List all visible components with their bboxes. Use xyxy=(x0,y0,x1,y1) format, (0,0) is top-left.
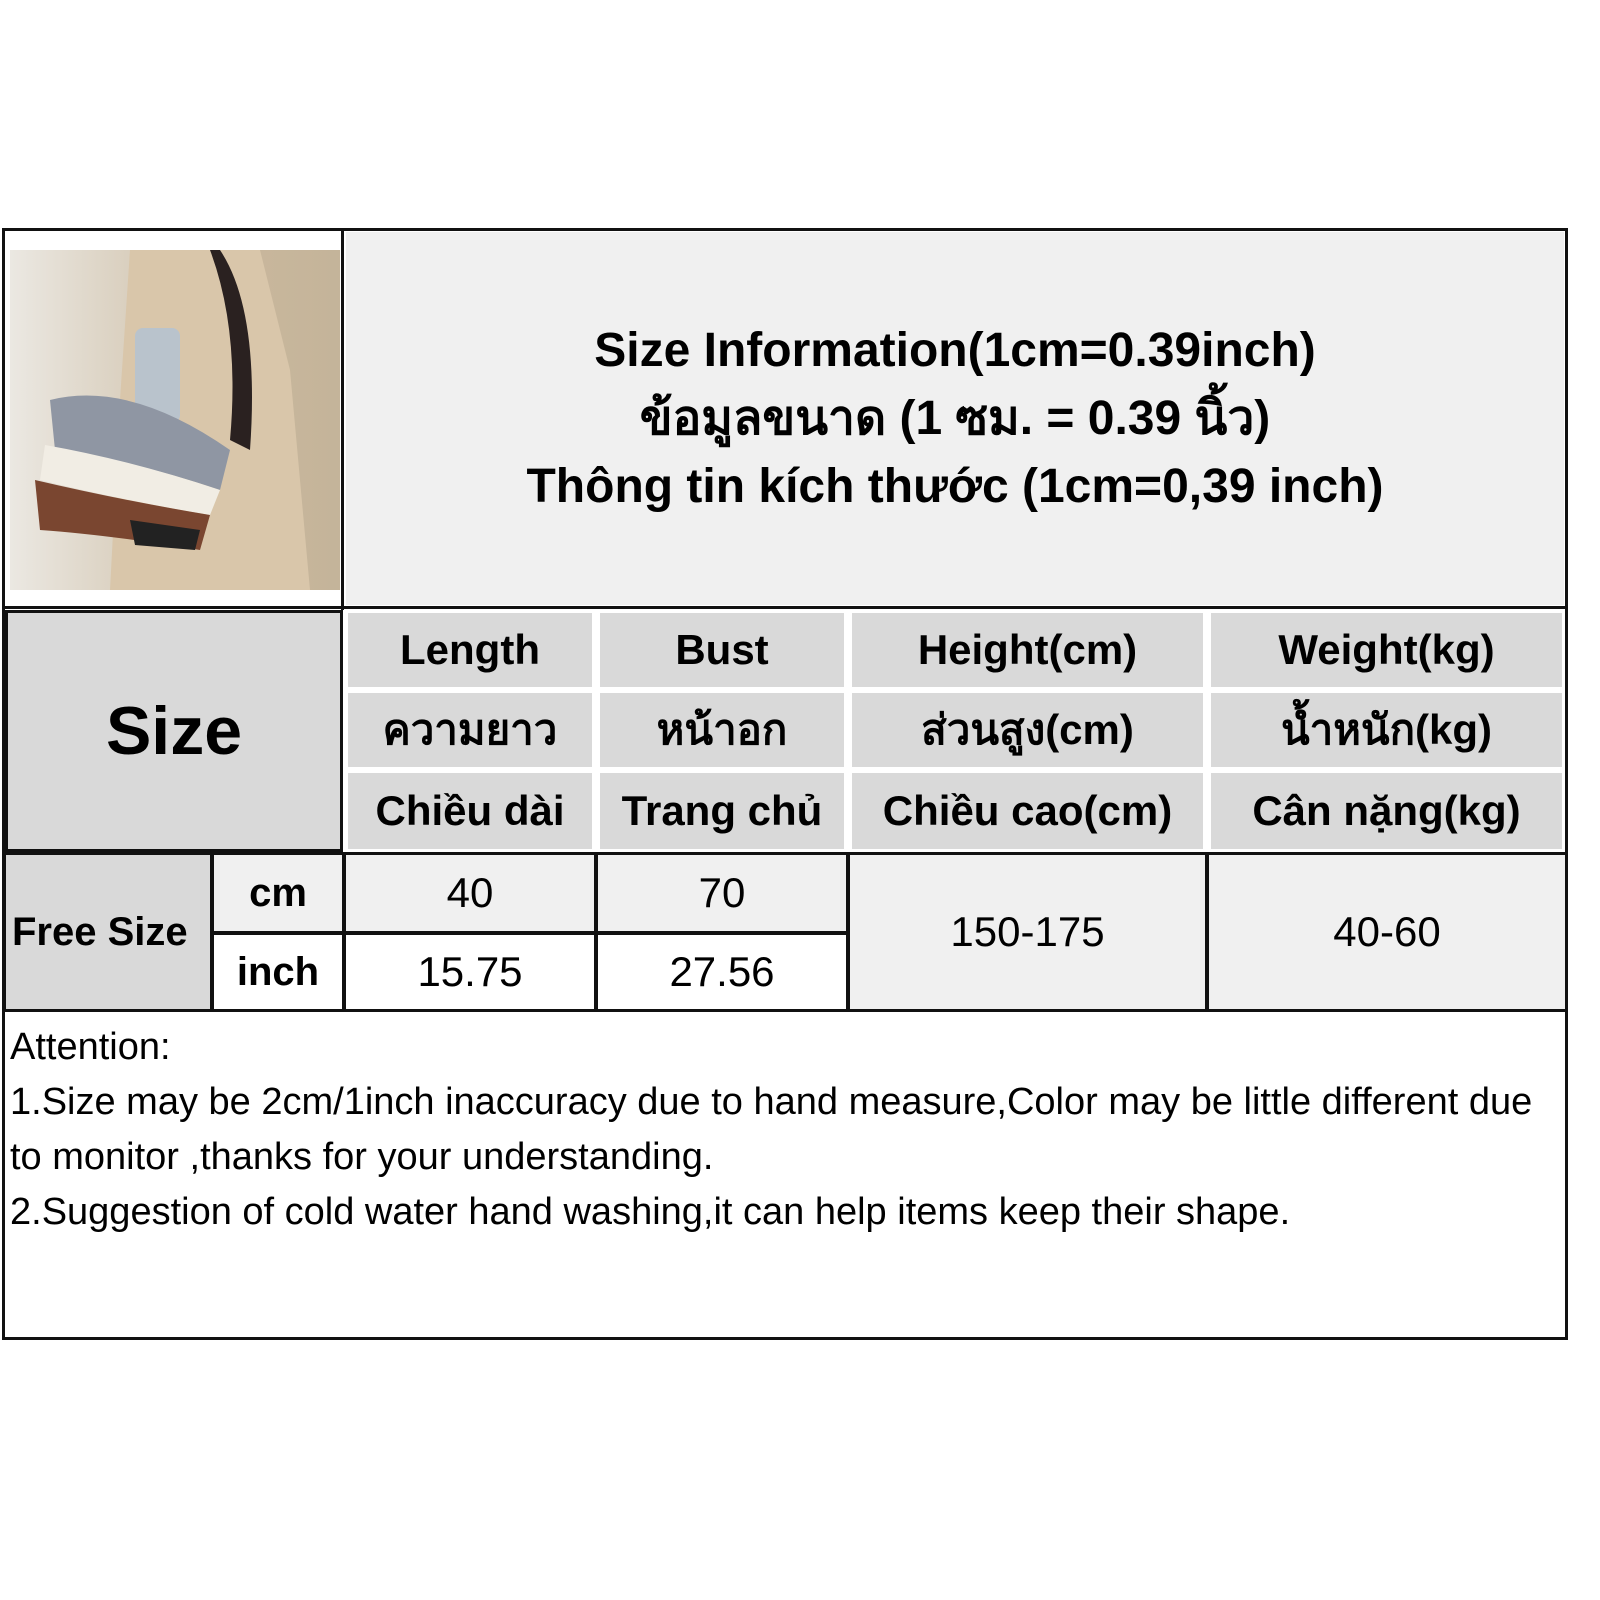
weight-range: 40-60 xyxy=(1206,852,1568,1012)
attention-notes: Attention: 1.Size may be 2cm/1inch inacc… xyxy=(10,1020,1550,1240)
header-weight-vi: Cân nặng(kg) xyxy=(1208,770,1565,852)
size-chart-table xyxy=(2,228,1568,1340)
header-length-vi: Chiều dài xyxy=(345,770,595,852)
product-photo-illustration xyxy=(35,250,310,590)
size-header: Size xyxy=(5,610,343,852)
length-cm: 40 xyxy=(343,852,597,934)
attention-line-2: 2.Suggestion of cold water hand washing,… xyxy=(10,1191,1291,1233)
header-bust-en: Bust xyxy=(597,610,847,690)
header-length-en: Length xyxy=(345,610,595,690)
header-height-en: Height(cm) xyxy=(849,610,1206,690)
product-photo xyxy=(10,250,340,590)
size-free-size: Free Size xyxy=(3,852,213,1012)
height-range: 150-175 xyxy=(847,852,1208,1012)
unit-inch: inch xyxy=(211,932,345,1012)
header-length-th: ความยาว xyxy=(345,690,595,770)
attention-line-1: 1.Size may be 2cm/1inch inaccuracy due t… xyxy=(10,1081,1543,1178)
header-height-th: ส่วนสูง(cm) xyxy=(849,690,1206,770)
divider xyxy=(2,606,1568,609)
title-thai: ข้อมูลขนาด (1 ซม. = 0.39 นิ้ว) xyxy=(639,391,1271,445)
header-bust-vi: Trang chủ xyxy=(597,770,847,852)
divider xyxy=(341,228,344,610)
attention-heading: Attention: xyxy=(10,1026,171,1068)
header-weight-th: น้ำหนัก(kg) xyxy=(1208,690,1565,770)
header-height-vi: Chiều cao(cm) xyxy=(849,770,1206,852)
bust-cm: 70 xyxy=(595,852,849,934)
length-inch: 15.75 xyxy=(343,932,597,1012)
unit-cm: cm xyxy=(211,852,345,934)
title-english: Size Information(1cm=0.39inch) xyxy=(594,323,1316,377)
bust-inch: 27.56 xyxy=(595,932,849,1012)
title-vietnamese: Thông tin kích thước (1cm=0,39 inch) xyxy=(526,459,1384,513)
header-weight-en: Weight(kg) xyxy=(1208,610,1565,690)
size-information-title: Size Information(1cm=0.39inch) ข้อมูลขนา… xyxy=(346,232,1564,605)
header-bust-th: หน้าอก xyxy=(597,690,847,770)
